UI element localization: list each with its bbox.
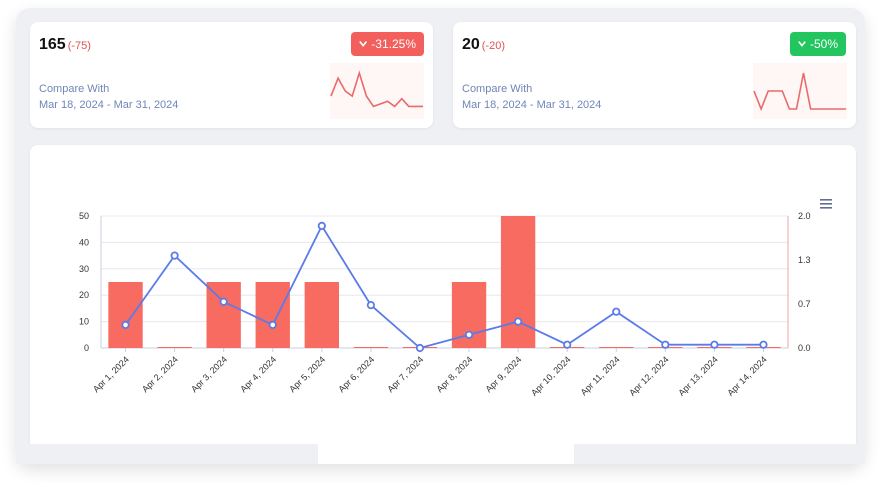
x-tick-label: Apr 13, 2024	[676, 354, 720, 398]
line-point[interactable]	[219, 297, 228, 306]
line-series	[124, 224, 764, 349]
chart-card: 0 10 20 30 40 50 0.0 0.7 1.3 2.0 Apr 1, 2024 Apr 2,…	[30, 145, 856, 455]
x-tick-label: Apr 3, 2024	[189, 354, 229, 394]
hamburger-menu-icon[interactable]	[820, 199, 832, 209]
line-point[interactable]	[268, 320, 277, 329]
change-badge: -31.25%	[351, 32, 424, 56]
sparkline-path	[753, 72, 846, 112]
x-tick-label: Apr 11, 2024	[579, 354, 622, 397]
badge-label: -50%	[809, 37, 838, 51]
kpi-value: 165 (-75)	[39, 36, 91, 53]
line-point[interactable]	[759, 340, 768, 349]
combo-chart: 0 10 20 30 40 50 0.0 0.7 1.3 2.0 Apr 1, 2024 Apr 2,…	[79, 199, 832, 398]
badge-label: -31.25%	[371, 37, 416, 51]
x-tick-label: Apr 9, 2024	[484, 354, 524, 394]
bar[interactable]	[255, 282, 290, 348]
kpi-card-2: 20 (-20) -50% Compare With Mar 18, 2024 -…	[453, 22, 856, 128]
chevron-down-icon	[359, 40, 368, 47]
line-point[interactable]	[464, 330, 474, 339]
bar[interactable]	[599, 347, 634, 348]
sparkline	[753, 72, 846, 112]
x-tick-label: Apr 7, 2024	[385, 354, 425, 394]
x-tick-label: Apr 12, 2024	[627, 354, 671, 398]
x-tick-label: Apr 8, 2024	[434, 354, 474, 394]
bar[interactable]	[157, 347, 192, 348]
compare-range: Mar 18, 2024 - Mar 31, 2024	[462, 99, 602, 111]
y-right-tick-label: 0.0	[798, 343, 811, 353]
y-right-tick-label: 1.3	[798, 255, 811, 265]
sparkline-path	[330, 70, 423, 108]
bar[interactable]	[206, 282, 241, 348]
line-point[interactable]	[563, 340, 572, 349]
x-tick-label: Apr 10, 2024	[529, 354, 573, 398]
line-point[interactable]	[366, 301, 375, 310]
kpi-value: 20 (-20)	[462, 36, 506, 53]
y-right-tick-label: 0.7	[798, 299, 811, 309]
bar[interactable]	[304, 282, 339, 348]
bar[interactable]	[353, 347, 389, 348]
kpi-delta: (-20)	[481, 40, 506, 52]
line-point[interactable]	[170, 251, 179, 260]
x-tick-label: Apr 4, 2024	[238, 354, 278, 394]
y-left-tick-label: 40	[79, 237, 89, 247]
line-point[interactable]	[415, 343, 425, 353]
y-left-tick-label: 20	[79, 290, 89, 300]
kpi-delta: (-75)	[67, 40, 91, 52]
x-tick-label: Apr 5, 2024	[287, 354, 327, 394]
line-point[interactable]	[710, 340, 719, 349]
x-tick-label: Apr 6, 2024	[336, 354, 376, 394]
y-left-tick-label: 0	[84, 343, 89, 353]
y-right-tick-label: 2.0	[798, 211, 811, 221]
line-point[interactable]	[317, 221, 326, 231]
x-tick-label: Apr 2, 2024	[140, 354, 180, 394]
y-left-tick-label: 50	[79, 211, 89, 221]
dashboard-frame: 165 (-75) -31.25% Compare With Mar 18, 20…	[16, 8, 865, 464]
compare-range: Mar 18, 2024 - Mar 31, 2024	[39, 99, 179, 111]
kpi-card-1: 165 (-75) -31.25% Compare With Mar 18, 20…	[30, 22, 433, 128]
line-point[interactable]	[514, 317, 523, 326]
compare-label: Compare With	[462, 83, 533, 95]
line-point[interactable]	[612, 307, 621, 316]
line-point[interactable]	[121, 320, 130, 329]
x-tick-label: Apr 14, 2024	[725, 354, 769, 398]
line-point[interactable]	[661, 340, 670, 349]
y-left-tick-label: 10	[79, 317, 89, 327]
bar[interactable]	[108, 282, 143, 348]
change-badge: -50%	[790, 32, 846, 56]
bottom-tab	[318, 444, 574, 464]
y-left-tick-label: 30	[79, 264, 89, 274]
compare-label: Compare With	[39, 83, 110, 95]
x-tick-label: Apr 1, 2024	[91, 354, 131, 394]
chevron-down-icon	[798, 41, 806, 47]
sparkline	[330, 70, 423, 108]
